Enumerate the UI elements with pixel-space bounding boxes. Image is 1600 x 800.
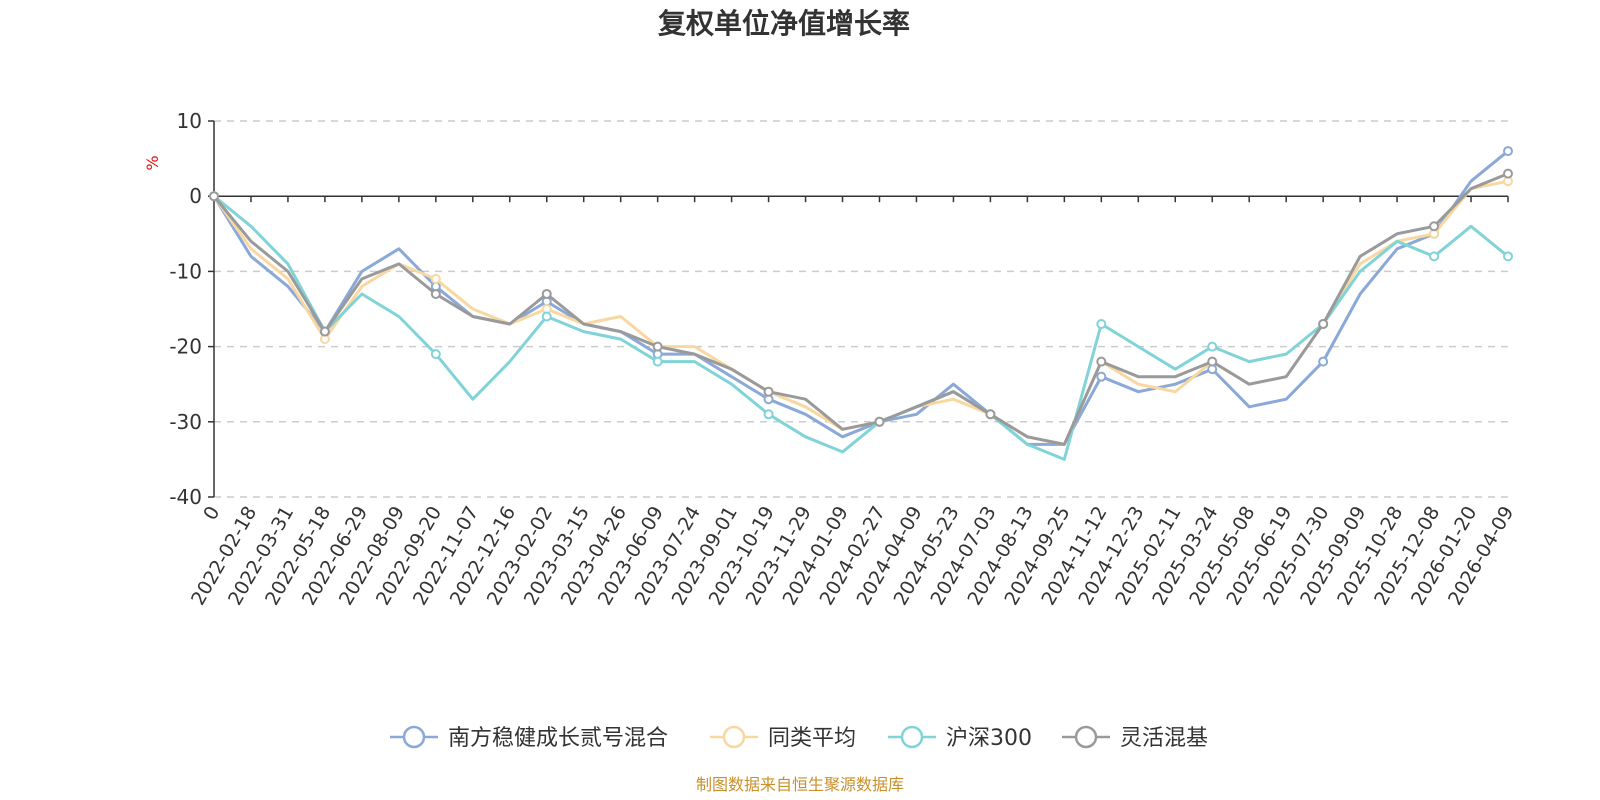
legend-marker-icon xyxy=(722,725,746,749)
chart-title: 复权单位净值增长率 xyxy=(658,7,910,40)
data-point xyxy=(1429,221,1440,232)
data-point xyxy=(1503,168,1513,179)
series-0 xyxy=(209,146,1513,446)
legend-item[interactable]: 灵活混基 xyxy=(1062,725,1208,751)
data-point xyxy=(985,409,996,420)
data-point xyxy=(874,416,885,427)
legend-label: 同类平均 xyxy=(768,726,856,751)
y-tick-label: 0 xyxy=(189,184,202,208)
data-point xyxy=(430,273,441,284)
series-3 xyxy=(209,168,1513,446)
data-point xyxy=(1429,251,1440,262)
data-point xyxy=(1503,146,1513,157)
x-axis-ticks: 02022-02-182022-03-312022-05-182022-06-2… xyxy=(187,196,1518,609)
data-point xyxy=(430,349,441,360)
data-point xyxy=(1207,341,1218,352)
legend-marker-icon xyxy=(402,725,426,749)
grid-lines xyxy=(214,120,1508,498)
legend-marker-icon xyxy=(900,725,924,749)
legend-item[interactable]: 同类平均 xyxy=(710,725,856,751)
data-point xyxy=(430,288,441,299)
data-point xyxy=(1318,356,1329,367)
data-point xyxy=(209,191,219,202)
series-line xyxy=(213,195,1509,461)
series-lines xyxy=(209,146,1513,461)
series-line xyxy=(212,172,1509,446)
y-tick-label: -10 xyxy=(169,259,202,283)
data-point xyxy=(541,311,552,322)
data-point xyxy=(1096,356,1107,367)
data-point xyxy=(541,288,552,299)
data-point xyxy=(763,386,774,397)
data-point xyxy=(1207,356,1218,367)
legend-label: 灵活混基 xyxy=(1120,726,1208,751)
series-line xyxy=(212,179,1509,446)
data-point xyxy=(652,341,663,352)
data-point xyxy=(1096,371,1107,382)
series-line xyxy=(212,149,1509,446)
y-tick-label: -40 xyxy=(169,485,202,509)
data-point xyxy=(319,326,330,337)
y-axis-unit-label: % xyxy=(143,155,162,170)
data-point xyxy=(1318,319,1329,330)
y-tick-label: -20 xyxy=(169,335,202,359)
legend-marker-icon xyxy=(1074,725,1098,749)
x-tick-label: 0 xyxy=(199,503,224,524)
y-axis-ticks: 10 0 -10 -20 -30 -40 xyxy=(169,109,214,509)
source-note: 制图数据来自恒生聚源数据库 xyxy=(696,775,904,794)
legend[interactable]: 南方稳健成长贰号混合 同类平均 沪深300 灵活混基 xyxy=(390,725,1208,751)
data-point xyxy=(1503,251,1513,262)
series-1 xyxy=(209,176,1513,446)
series-2 xyxy=(209,191,1513,461)
y-tick-label: 10 xyxy=(177,109,202,133)
axes xyxy=(213,121,1508,497)
data-point xyxy=(1096,319,1107,330)
y-tick-label: -30 xyxy=(169,410,202,434)
data-point xyxy=(652,356,663,367)
legend-label: 沪深300 xyxy=(946,726,1032,751)
legend-label: 南方稳健成长贰号混合 xyxy=(448,726,668,751)
legend-item[interactable]: 南方稳健成长贰号混合 xyxy=(390,725,668,751)
legend-item[interactable]: 沪深300 xyxy=(888,725,1032,751)
data-point xyxy=(763,409,774,420)
